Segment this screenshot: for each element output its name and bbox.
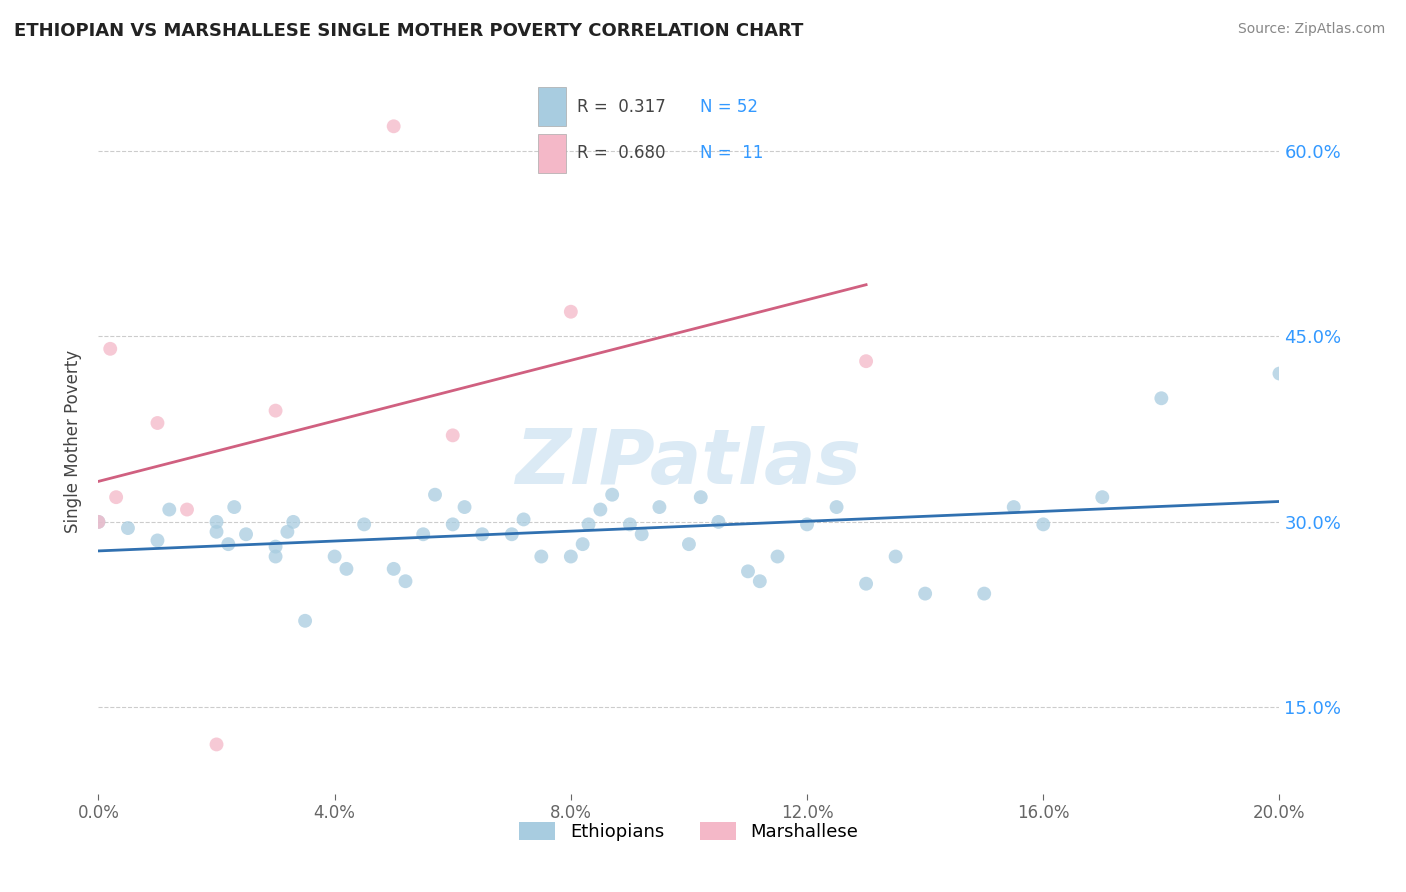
Point bbox=[412, 527, 434, 541]
Point bbox=[87, 515, 110, 529]
Text: N = 52: N = 52 bbox=[700, 98, 758, 116]
Text: Source: ZipAtlas.com: Source: ZipAtlas.com bbox=[1237, 22, 1385, 37]
Point bbox=[146, 416, 169, 430]
Text: ZIPatlas: ZIPatlas bbox=[516, 425, 862, 500]
Point bbox=[1268, 367, 1291, 381]
Point bbox=[146, 533, 169, 548]
Point bbox=[707, 515, 730, 529]
Point bbox=[176, 502, 198, 516]
Point bbox=[737, 565, 759, 579]
Point bbox=[560, 304, 582, 318]
Point bbox=[205, 738, 228, 752]
Text: N =  11: N = 11 bbox=[700, 145, 763, 162]
Point bbox=[600, 488, 623, 502]
Legend: Ethiopians, Marshallese: Ethiopians, Marshallese bbox=[512, 814, 866, 848]
Point bbox=[283, 515, 305, 529]
Point bbox=[748, 574, 770, 589]
Point bbox=[571, 537, 593, 551]
Point bbox=[1032, 517, 1054, 532]
FancyBboxPatch shape bbox=[538, 134, 565, 173]
Point bbox=[589, 502, 612, 516]
Point bbox=[235, 527, 257, 541]
Point bbox=[1150, 391, 1173, 405]
Point bbox=[471, 527, 494, 541]
Point bbox=[441, 428, 464, 442]
Point bbox=[825, 500, 848, 514]
Point bbox=[382, 120, 405, 134]
Point bbox=[648, 500, 671, 514]
Point bbox=[335, 562, 357, 576]
Point bbox=[217, 537, 239, 551]
Point bbox=[973, 586, 995, 600]
Point bbox=[530, 549, 553, 564]
Point bbox=[105, 490, 128, 504]
FancyBboxPatch shape bbox=[538, 87, 565, 127]
Point bbox=[512, 512, 534, 526]
Point bbox=[560, 549, 582, 564]
Point bbox=[423, 488, 446, 502]
Point bbox=[1091, 490, 1114, 504]
Y-axis label: Single Mother Poverty: Single Mother Poverty bbox=[65, 350, 83, 533]
Point bbox=[855, 576, 877, 591]
Point bbox=[678, 537, 700, 551]
Point bbox=[578, 517, 600, 532]
Point bbox=[205, 515, 228, 529]
Point bbox=[619, 517, 641, 532]
Point bbox=[689, 490, 711, 504]
Point bbox=[382, 562, 405, 576]
Point bbox=[224, 500, 246, 514]
Point bbox=[914, 586, 936, 600]
Point bbox=[353, 517, 375, 532]
Point bbox=[501, 527, 523, 541]
Text: R =  0.680: R = 0.680 bbox=[576, 145, 665, 162]
Point bbox=[157, 502, 180, 516]
Point bbox=[98, 342, 121, 356]
Point bbox=[855, 354, 877, 368]
Point bbox=[276, 524, 298, 539]
Point bbox=[294, 614, 316, 628]
Point bbox=[884, 549, 907, 564]
Point bbox=[264, 540, 287, 554]
Point bbox=[264, 549, 287, 564]
Text: R =  0.317: R = 0.317 bbox=[576, 98, 665, 116]
Point bbox=[264, 403, 287, 417]
Point bbox=[323, 549, 346, 564]
Point bbox=[796, 517, 818, 532]
Point bbox=[117, 521, 139, 535]
Point bbox=[394, 574, 416, 589]
Point bbox=[1002, 500, 1025, 514]
Point bbox=[441, 517, 464, 532]
Point bbox=[630, 527, 652, 541]
Point bbox=[205, 524, 228, 539]
Text: ETHIOPIAN VS MARSHALLESE SINGLE MOTHER POVERTY CORRELATION CHART: ETHIOPIAN VS MARSHALLESE SINGLE MOTHER P… bbox=[14, 22, 803, 40]
Point bbox=[453, 500, 475, 514]
Point bbox=[766, 549, 789, 564]
Point bbox=[87, 515, 110, 529]
